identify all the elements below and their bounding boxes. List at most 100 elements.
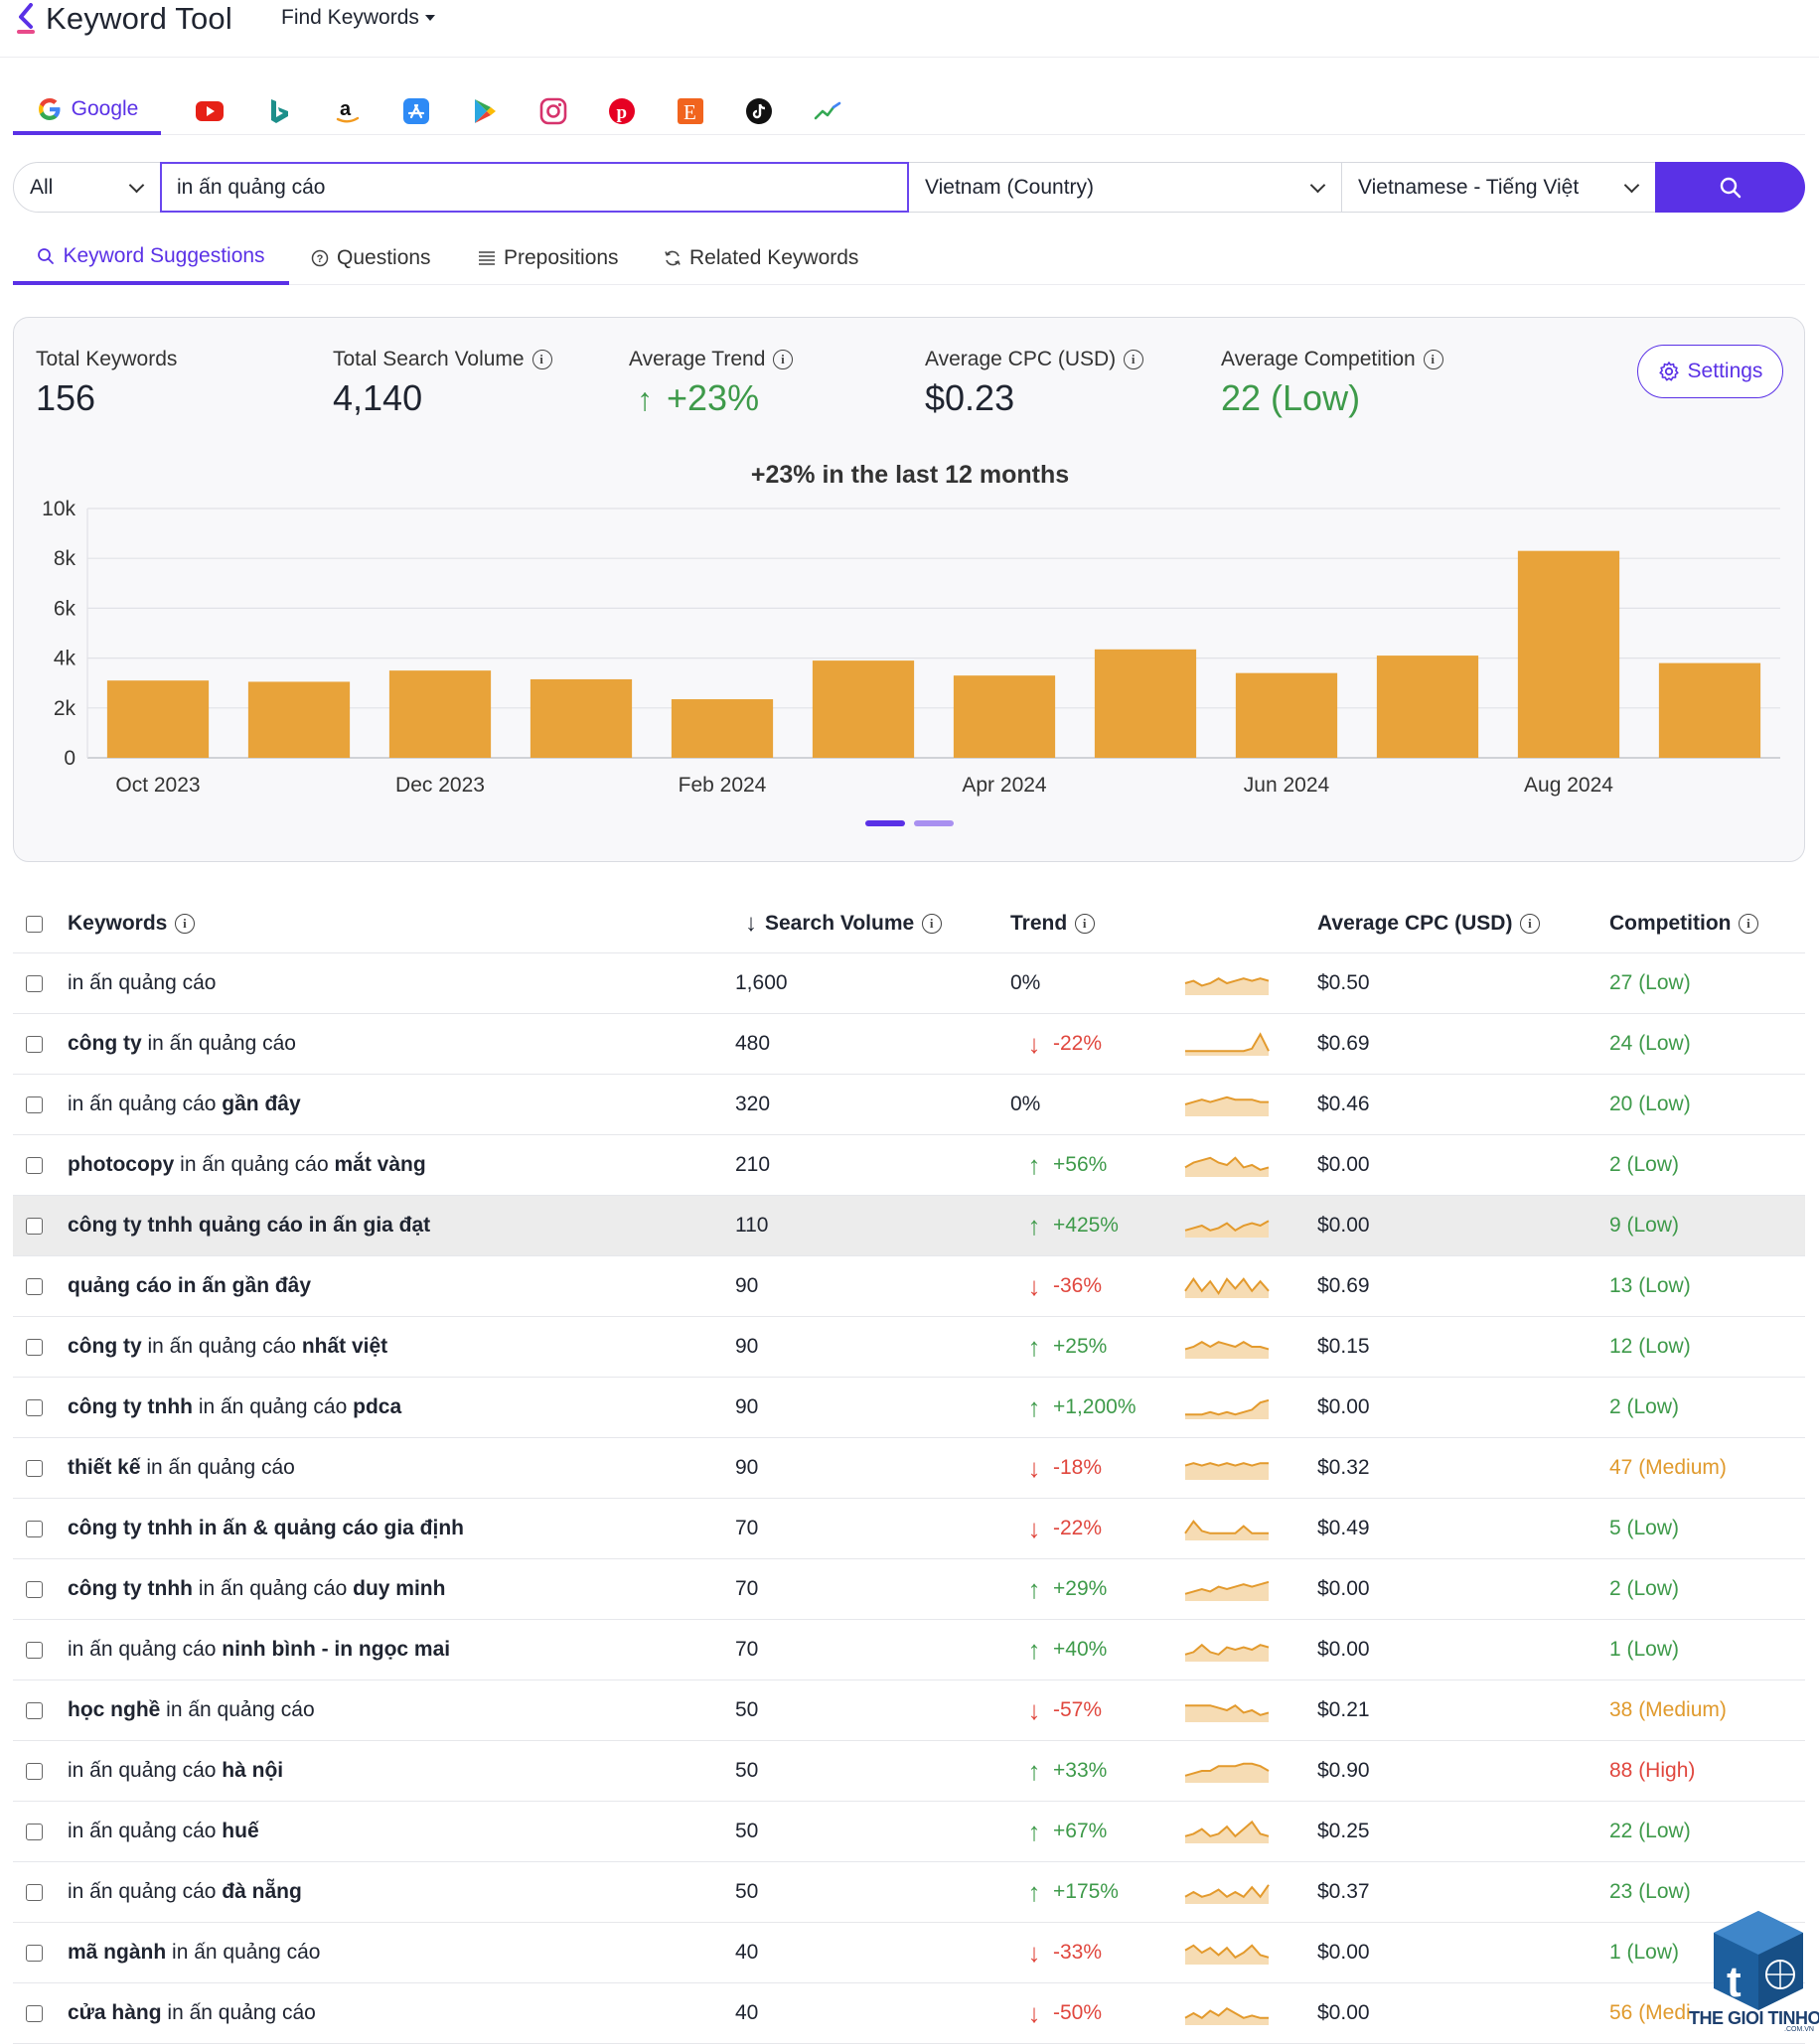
info-icon[interactable] [1520,914,1541,934]
keyword-cell[interactable]: công ty tnhh quảng cáo in ấn gia đạt [68,1196,430,1255]
keyword-cell[interactable]: công ty tnhh in ấn quảng cáo pdca [68,1378,401,1437]
info-icon[interactable] [1075,914,1096,934]
table-row[interactable]: in ấn quảng cáo huế 50 ↑ +67% $0.25 22 (Low) [13,1802,1805,1862]
row-checkbox[interactable] [26,1581,43,1598]
tab-app-store[interactable] [382,87,450,135]
column-keywords[interactable]: Keywords [68,894,196,953]
pager-dot-active[interactable] [865,820,905,826]
row-checkbox[interactable] [26,1339,43,1356]
row-checkbox[interactable] [26,1702,43,1719]
bar-jun-2024 [1235,672,1338,758]
table-row[interactable]: photocopy in ấn quảng cáo mắt vàng 210 ↑ +5… [13,1135,1805,1196]
row-checkbox[interactable] [26,1763,43,1780]
info-icon[interactable] [1423,350,1443,369]
keyword-part: pdca [353,1395,402,1418]
keyword-cell[interactable]: công ty tnhh in ấn & quảng cáo gia định [68,1499,464,1558]
info-icon[interactable] [1124,350,1144,369]
tab-google[interactable]: Google [13,87,161,135]
tab-related-keywords[interactable]: Related Keywords [664,231,858,285]
tab-bing[interactable] [245,87,313,135]
keyword-cell[interactable]: thiết kế in ấn quảng cáo [68,1438,295,1498]
tab-play-store[interactable] [451,87,519,135]
brand[interactable]: Keyword Tool [16,0,232,38]
keyword-cell[interactable]: photocopy in ấn quảng cáo mắt vàng [68,1135,426,1195]
search-type-select[interactable]: All [13,162,161,213]
keyword-cell[interactable]: công ty in ấn quảng cáo [68,1014,296,1074]
table-row[interactable]: in ấn quảng cáo 1,600 0% $0.50 27 (Low) [13,953,1805,1014]
info-icon[interactable] [1739,914,1759,934]
trend-cell: ↑ +1,200% [1025,1378,1137,1437]
table-row[interactable]: in ấn quảng cáo hà nội 50 ↑ +33% $0.90 88 (Hi… [13,1741,1805,1802]
table-row[interactable]: công ty tnhh in ấn quảng cáo pdca 90 ↑ +1,2… [13,1378,1805,1438]
row-checkbox[interactable] [26,1824,43,1840]
keyword-cell[interactable]: in ấn quảng cáo ninh bình - in ngọc mai [68,1620,450,1679]
table-row[interactable]: in ấn quảng cáo gần đây 320 0% $0.46 20 (Low… [13,1075,1805,1135]
row-checkbox[interactable] [26,975,43,992]
row-checkbox[interactable] [26,1399,43,1416]
search-button[interactable] [1655,162,1805,213]
find-keywords-menu[interactable]: Find Keywords [281,6,435,30]
info-icon[interactable] [922,914,943,934]
info-icon[interactable] [175,914,196,934]
row-checkbox[interactable] [26,2005,43,2022]
table-row[interactable]: công ty tnhh in ấn quảng cáo duy minh 70 ↑… [13,1559,1805,1620]
keyword-cell[interactable]: in ấn quảng cáo huế [68,1802,259,1861]
info-icon[interactable] [531,350,552,369]
tab-prepositions[interactable]: Prepositions [478,231,619,285]
keyword-cell[interactable]: công ty in ấn quảng cáo nhất việt [68,1317,387,1377]
table-row[interactable]: công ty tnhh quảng cáo in ấn gia đạt 110 ↑… [13,1196,1805,1256]
tab-amazon[interactable]: a [314,87,381,135]
row-checkbox[interactable] [26,1036,43,1053]
keyword-cell[interactable]: công ty tnhh in ấn quảng cáo duy minh [68,1559,445,1619]
tab-youtube[interactable] [176,87,243,135]
row-checkbox[interactable] [26,1278,43,1295]
country-select[interactable]: Vietnam (Country) [909,162,1342,213]
tab-instagram[interactable] [520,87,587,135]
table-row[interactable]: công ty in ấn quảng cáo 480 ↓ -22% $0.69 24 (… [13,1014,1805,1075]
settings-button[interactable]: Settings [1637,345,1783,398]
column-cpc[interactable]: Average CPC (USD) [1317,894,1541,953]
tab-pinterest[interactable]: p [588,87,656,135]
keyword-cell[interactable]: học nghề in ấn quảng cáo [68,1680,315,1740]
tab-keyword-suggestions[interactable]: Keyword Suggestions [13,231,289,285]
pager-dot[interactable] [914,820,954,826]
table-row[interactable]: thiết kế in ấn quảng cáo 90 ↓ -18% $0.32 47 (… [13,1438,1805,1499]
table-row[interactable]: công ty in ấn quảng cáo nhất việt 90 ↑ +25%… [13,1317,1805,1378]
row-checkbox[interactable] [26,1884,43,1901]
keyword-cell[interactable]: in ấn quảng cáo đà nẵng [68,1862,302,1922]
keyword-cell[interactable]: mã ngành in ấn quảng cáo [68,1923,320,1982]
row-checkbox[interactable] [26,1218,43,1235]
trend-sparkline [1185,1703,1270,1722]
keyword-cell[interactable]: cửa hàng in ấn quảng cáo [68,1983,316,2043]
table-row[interactable]: in ấn quảng cáo ninh bình - in ngọc mai 7… [13,1620,1805,1680]
row-checkbox[interactable] [26,1642,43,1659]
row-checkbox[interactable] [26,1945,43,1962]
column-trend[interactable]: Trend [1010,894,1096,953]
row-checkbox[interactable] [26,1096,43,1113]
tab-tiktok[interactable] [725,87,793,135]
language-select[interactable]: Vietnamese - Tiếng Việt [1342,162,1656,213]
table-row[interactable]: học nghề in ấn quảng cáo 50 ↓ -57% $0.21 38 (… [13,1680,1805,1741]
keyword-search-input[interactable] [160,162,909,213]
keyword-cell[interactable]: in ấn quảng cáo gần đây [68,1075,301,1134]
column-search-volume[interactable]: ↓ Search Volume [745,894,943,953]
tab-prepositions-label: Prepositions [504,246,619,269]
row-checkbox[interactable] [26,1157,43,1174]
table-row[interactable]: mã ngành in ấn quảng cáo 40 ↓ -33% $0.00 1 (L… [13,1923,1805,1983]
keyword-cell[interactable]: quảng cáo in ấn gần đây [68,1256,311,1316]
row-checkbox[interactable] [26,1521,43,1537]
tab-etsy[interactable]: E [657,87,724,135]
keyword-cell[interactable]: in ấn quảng cáo [68,953,216,1013]
table-row[interactable]: công ty tnhh in ấn & quảng cáo gia định 7… [13,1499,1805,1559]
tab-questions[interactable]: ? Questions [311,231,431,285]
table-row[interactable]: quảng cáo in ấn gần đây 90 ↓ -36% $0.69 13 (L… [13,1256,1805,1317]
info-icon[interactable] [773,350,794,369]
table-row[interactable]: cửa hàng in ấn quảng cáo 40 ↓ -50% $0.00 56 (… [13,1983,1805,2044]
column-competition[interactable]: Competition [1609,894,1759,953]
tab-trends[interactable] [794,87,861,135]
select-all-checkbox[interactable] [26,916,43,933]
keyword-cell[interactable]: in ấn quảng cáo hà nội [68,1741,283,1801]
table-row[interactable]: in ấn quảng cáo đà nẵng 50 ↑ +175% $0.37 23 (… [13,1862,1805,1923]
row-checkbox[interactable] [26,1460,43,1477]
competition-cell: 20 (Low) [1609,1093,1691,1115]
